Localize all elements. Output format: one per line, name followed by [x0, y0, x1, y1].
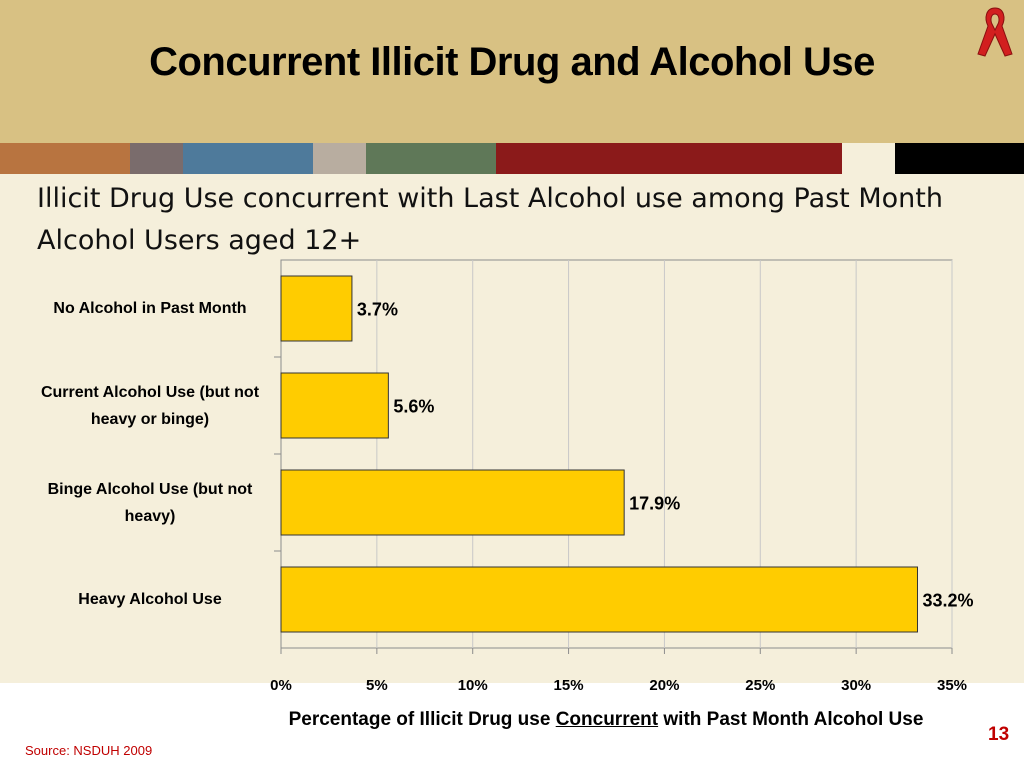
page-number: 13 [988, 724, 1010, 745]
x-axis-title-part-3: with Past Month Alcohol Use [658, 709, 924, 730]
red-ribbon-icon [977, 7, 1013, 57]
x-tick-label: 10% [458, 677, 488, 694]
x-tick-label: 35% [937, 677, 967, 694]
color-band-segment [842, 143, 895, 174]
x-axis-title-part-1: Percentage of Illicit Drug use [288, 709, 556, 730]
color-band-segment [130, 143, 183, 174]
x-tick-label: 20% [649, 677, 679, 694]
bar [280, 275, 353, 342]
x-tick-label: 5% [366, 677, 388, 694]
data-label: 3.7% [357, 300, 398, 320]
data-label: 5.6% [393, 397, 434, 417]
color-band-segment [313, 143, 366, 174]
source-note: Source: NSDUH 2009 [25, 743, 153, 758]
bar [280, 372, 389, 439]
bar [280, 469, 625, 536]
footer-area [0, 683, 1024, 768]
color-band-segment [366, 143, 496, 174]
data-label: 33.2% [922, 591, 973, 611]
x-tick-label: 0% [270, 677, 292, 694]
chart-subtitle: Illicit Drug Use concurrent with Last Al… [37, 183, 943, 256]
header-banner [0, 0, 1024, 143]
color-band-segment [0, 143, 130, 174]
slide-title: Concurrent Illicit Drug and Alcohol Use [149, 40, 875, 84]
x-axis-title-emphasis: Concurrent [555, 709, 659, 730]
category-label: Binge Alcohol Use (but not heavy) [47, 480, 253, 525]
color-band-segment [895, 143, 1024, 174]
bar [280, 566, 918, 633]
data-label: 17.9% [629, 494, 680, 514]
x-axis-title: Percentage of Illicit Drug use Concurren… [200, 709, 1012, 731]
color-band-segment [183, 143, 313, 174]
x-tick-label: 30% [841, 677, 871, 694]
color-band-segment [496, 143, 842, 174]
category-label: Current Alcohol Use (but not heavy or bi… [40, 383, 260, 428]
x-tick-label: 15% [554, 677, 584, 694]
category-label: Heavy Alcohol Use [78, 591, 222, 608]
x-tick-label: 25% [745, 677, 775, 694]
category-label: No Alcohol in Past Month [53, 300, 247, 317]
